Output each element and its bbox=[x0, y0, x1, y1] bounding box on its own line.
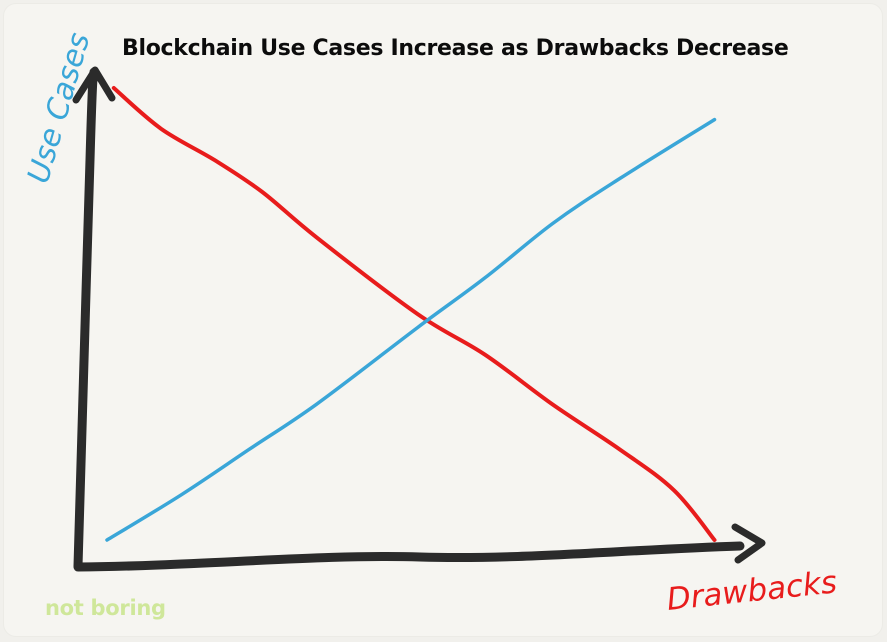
x-axis-line bbox=[73, 541, 745, 572]
chart-title: Blockchain Use Cases Increase as Drawbac… bbox=[122, 36, 789, 61]
y-axis-line bbox=[73, 67, 99, 571]
watermark-logo: not boring bbox=[45, 596, 166, 620]
y-axis-arrowhead bbox=[72, 66, 116, 104]
series-layer bbox=[105, 86, 717, 542]
x-axis-label: Drawbacks bbox=[665, 564, 839, 618]
series-line-1 bbox=[111, 86, 717, 542]
series-line-2 bbox=[105, 117, 717, 542]
x-axis-arrowhead bbox=[731, 523, 766, 564]
